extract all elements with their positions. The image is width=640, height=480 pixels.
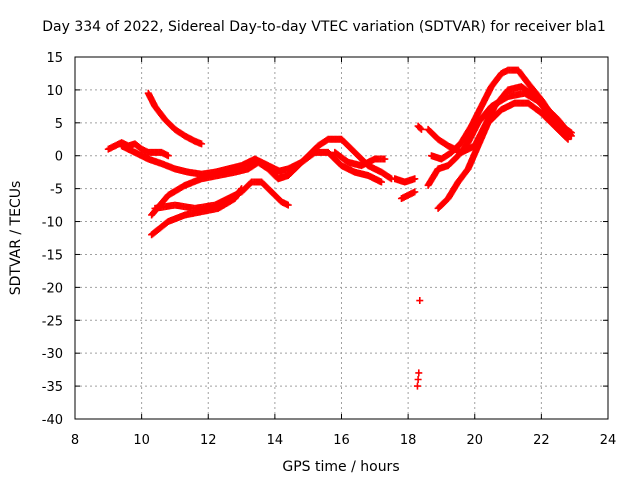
x-tick-label: 24 — [600, 433, 617, 448]
x-tick-label: 14 — [267, 433, 284, 448]
x-tick-label: 22 — [533, 433, 550, 448]
data-point — [163, 151, 171, 159]
series-arc-h — [331, 148, 389, 170]
data-point — [566, 130, 574, 138]
data-point — [237, 186, 245, 194]
data-point — [379, 155, 387, 163]
series-arc-k — [414, 122, 425, 133]
y-tick-label: -15 — [42, 248, 63, 263]
series-arc-o — [434, 99, 572, 212]
data-point — [414, 376, 422, 384]
x-tick-label: 16 — [333, 433, 350, 448]
data-points — [104, 66, 575, 390]
y-tick-label: -25 — [42, 314, 63, 329]
y-tick-label: 5 — [55, 117, 63, 132]
series-arc-b — [104, 139, 172, 160]
data-point — [563, 134, 571, 142]
series-arc-g — [271, 148, 385, 186]
y-tick-label: 15 — [46, 51, 63, 66]
data-point — [135, 143, 143, 151]
series-arc-j — [397, 188, 419, 203]
data-point — [283, 200, 291, 208]
data-point — [409, 189, 417, 197]
series-arc-c — [118, 142, 286, 178]
data-point — [416, 124, 424, 132]
y-tick-label: 10 — [46, 84, 63, 99]
chart-title: Day 334 of 2022, Sidereal Day-to-day VTE… — [42, 19, 605, 35]
data-point — [162, 219, 170, 227]
y-tick-label: -30 — [42, 347, 63, 362]
y-tick-label: -5 — [50, 183, 63, 198]
x-tick-label: 10 — [133, 433, 150, 448]
x-tick-label: 12 — [200, 433, 217, 448]
data-point — [416, 297, 424, 305]
x-axis: 8 10 12 14 16 18 20 22 24 — [71, 57, 616, 448]
y-axis: 15 10 5 0 -5 -10 -15 -20 -25 -30 -35 -40 — [42, 51, 608, 428]
y-axis-label: SDTVAR / TECUs — [8, 181, 24, 296]
data-point — [562, 133, 570, 141]
y-tick-label: -20 — [42, 281, 63, 296]
data-point — [342, 157, 350, 165]
data-point — [376, 177, 384, 185]
series-arc-a — [144, 89, 206, 148]
y-tick-label: -35 — [42, 380, 63, 395]
y-tick-label: 0 — [55, 150, 63, 165]
data-point — [415, 369, 423, 377]
series-arc-f — [148, 185, 246, 239]
x-tick-label: 20 — [466, 433, 483, 448]
series-arc-n — [424, 89, 575, 189]
x-tick-label: 18 — [400, 433, 417, 448]
x-axis-label: GPS time / hours — [282, 459, 399, 475]
series-outliers — [413, 297, 424, 390]
data-point — [415, 123, 423, 131]
data-point — [413, 382, 421, 390]
data-point — [566, 131, 574, 139]
y-tick-label: -10 — [42, 216, 63, 231]
data-point — [309, 150, 317, 158]
series-arc-m — [424, 83, 575, 156]
data-point — [410, 175, 418, 183]
x-tick-label: 8 — [71, 433, 79, 448]
data-point — [196, 139, 204, 147]
series-arc-i — [391, 175, 419, 186]
y-tick-label: -40 — [42, 413, 63, 428]
